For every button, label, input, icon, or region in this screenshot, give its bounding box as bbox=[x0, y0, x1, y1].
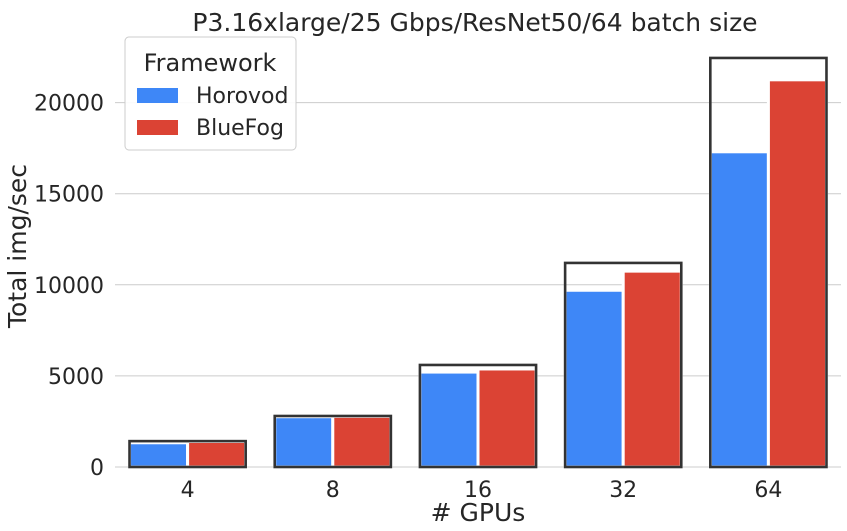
x-axis-label: # GPUs bbox=[431, 498, 526, 527]
y-tick-label: 15000 bbox=[34, 183, 104, 208]
x-axis: 4 8 16 32 64 bbox=[181, 478, 783, 503]
x-tick-label: 16 bbox=[464, 478, 492, 503]
legend: Framework Horovod BlueFog bbox=[124, 36, 297, 151]
legend-title: Framework bbox=[144, 49, 277, 77]
legend-swatch-horovod bbox=[137, 88, 178, 103]
bar-horovod-8 bbox=[273, 415, 335, 469]
y-tick-label: 20000 bbox=[34, 92, 104, 117]
y-axis-label: Total img/sec bbox=[3, 164, 32, 329]
bar-bluefog-4 bbox=[186, 439, 248, 469]
x-tick-label: 4 bbox=[181, 478, 195, 503]
legend-swatch-bluefog bbox=[137, 120, 178, 135]
ideal-outline-64 bbox=[709, 56, 828, 469]
bar-bluefog-8 bbox=[331, 414, 393, 469]
ideal-outline-8 bbox=[273, 414, 393, 469]
y-tick-label: 5000 bbox=[48, 365, 104, 390]
plot-area bbox=[128, 56, 828, 469]
bar-bluefog-64 bbox=[766, 78, 828, 469]
x-tick-label: 64 bbox=[754, 478, 782, 503]
chart-title: P3.16xlarge/25 Gbps/ResNet50/64 batch si… bbox=[192, 8, 757, 37]
x-tick-label: 8 bbox=[326, 478, 340, 503]
bar-bluefog-32 bbox=[621, 269, 683, 469]
bar-bluefog-16 bbox=[476, 367, 538, 469]
bar-horovod-16 bbox=[418, 370, 480, 469]
legend-label-horovod: Horovod bbox=[196, 84, 288, 109]
y-axis: 0 5000 10000 15000 20000 bbox=[34, 92, 104, 481]
bar-horovod-64 bbox=[708, 150, 770, 469]
y-tick-label: 10000 bbox=[34, 274, 104, 299]
ideal-outline-16 bbox=[418, 363, 538, 469]
x-tick-label: 32 bbox=[609, 478, 637, 503]
legend-label-bluefog: BlueFog bbox=[196, 116, 284, 141]
bar-horovod-32 bbox=[563, 288, 625, 469]
ideal-outline-4 bbox=[128, 439, 247, 469]
ideal-outline-32 bbox=[563, 261, 683, 469]
y-tick-label: 0 bbox=[90, 456, 104, 481]
bar-horovod-4 bbox=[128, 441, 190, 469]
